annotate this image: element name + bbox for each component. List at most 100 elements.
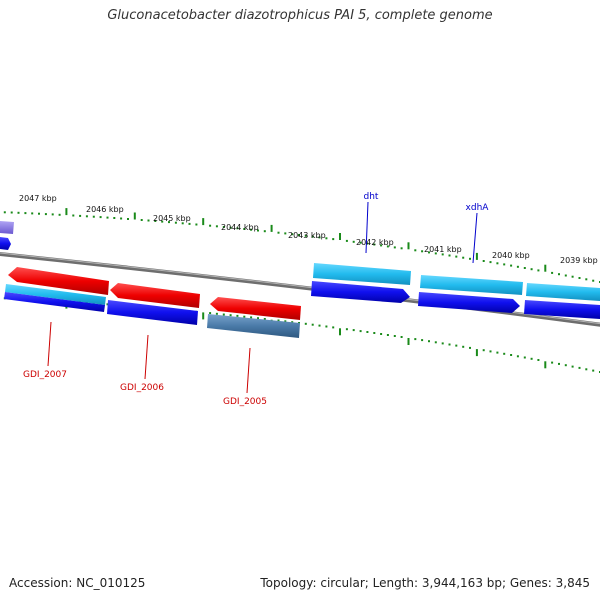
minor-tick (236, 227, 239, 230)
minor-tick (257, 229, 259, 232)
minor-tick (215, 312, 218, 315)
gene-GDI_2006[interactable] (110, 283, 200, 308)
minor-tick (585, 368, 588, 371)
upper-tick-ruler (3, 208, 600, 283)
partial-blue-gene[interactable] (0, 237, 11, 250)
minor-tick (359, 330, 362, 333)
minor-tick (578, 366, 581, 369)
minor-tick (72, 214, 75, 217)
minor-tick (558, 362, 560, 365)
minor-tick (510, 264, 513, 267)
minor-tick (345, 328, 348, 331)
ruler-label-2046: 2046 kbp (86, 205, 124, 214)
minor-tick (250, 228, 253, 231)
minor-tick (147, 219, 150, 222)
ruler-label-2044: 2044 kbp (221, 223, 259, 232)
gene-xdhA[interactable] (420, 275, 523, 295)
ruler-label-2041: 2041 kbp (424, 245, 462, 254)
minor-tick (462, 256, 465, 259)
minor-tick (380, 333, 383, 335)
minor-tick (448, 254, 451, 257)
minor-tick (537, 359, 540, 361)
minor-tick (291, 321, 294, 324)
minor-tick (311, 235, 314, 238)
ruler-label-2040: 2040 kbp (492, 251, 530, 260)
gene-GDI_2005-steel[interactable] (207, 314, 300, 338)
minor-tick (592, 279, 595, 282)
minor-tick (31, 212, 34, 215)
minor-tick (564, 364, 567, 367)
minor-tick (441, 342, 444, 345)
partial-purple-gene[interactable] (0, 221, 14, 234)
major-tick (339, 328, 341, 336)
minor-tick (359, 241, 362, 244)
gene-label-dht: dht (364, 192, 379, 202)
minor-tick (174, 221, 177, 224)
gene-right-blue[interactable] (524, 300, 600, 319)
minor-tick (523, 356, 526, 359)
minor-tick (250, 316, 253, 319)
minor-tick (181, 222, 184, 225)
minor-tick (257, 317, 259, 320)
minor-tick (455, 255, 458, 258)
gene-dht-blue[interactable] (311, 281, 410, 303)
ruler-label-2043: 2043 kbp (288, 231, 326, 240)
minor-tick (530, 268, 533, 271)
minor-tick (414, 338, 417, 341)
minor-tick (503, 352, 506, 355)
minor-tick (92, 215, 95, 218)
major-tick (475, 349, 478, 357)
minor-tick (236, 314, 239, 317)
major-tick (475, 252, 478, 260)
minor-tick (209, 312, 212, 315)
leader-line-GDI_2005 (246, 347, 251, 394)
gene-right-cyan[interactable] (526, 283, 600, 301)
minor-tick (400, 336, 403, 338)
genome-summary-text: Topology: circular; Length: 3,944,163 bp… (260, 576, 590, 590)
minor-tick (489, 350, 492, 353)
minor-tick (222, 226, 225, 228)
major-tick (407, 242, 410, 250)
minor-tick (516, 355, 519, 358)
minor-tick (99, 216, 102, 219)
gene-GDI_2006-blue[interactable] (107, 300, 198, 325)
genome-backbone-highlight (0, 252, 600, 325)
minor-tick (448, 343, 451, 346)
gene-dht[interactable] (313, 263, 411, 285)
minor-tick (24, 212, 27, 215)
minor-tick (400, 247, 403, 250)
minor-tick (373, 243, 376, 246)
minor-tick (38, 212, 40, 215)
ruler-label-2047: 2047 kbp (19, 194, 57, 203)
minor-tick (558, 273, 560, 276)
minor-tick (168, 221, 170, 224)
minor-tick (51, 213, 54, 216)
minor-tick (434, 252, 437, 255)
minor-tick (386, 245, 389, 248)
gene-GDI_2007[interactable] (8, 267, 109, 295)
ruler-label-2045: 2045 kbp (153, 214, 191, 223)
gene-GDI_2007-cyan[interactable] (5, 284, 106, 305)
gene-xdhA-blue[interactable] (418, 292, 520, 313)
leader-line-xdhA (472, 212, 478, 264)
major-tick (65, 208, 68, 216)
minor-tick (318, 236, 321, 239)
minor-tick (469, 346, 471, 349)
minor-tick (291, 233, 294, 236)
leader-line-dht (365, 201, 369, 254)
minor-tick (564, 274, 567, 277)
gene-GDI_2007-blue[interactable] (4, 292, 105, 312)
gene-GDI_2005[interactable] (210, 297, 301, 320)
minor-tick (304, 234, 307, 237)
minor-tick (113, 217, 116, 219)
minor-tick (393, 335, 396, 337)
minor-tick (229, 314, 232, 317)
minor-tick (366, 331, 369, 333)
minor-tick (263, 318, 266, 320)
genome-backbone (0, 252, 600, 327)
minor-tick (421, 250, 424, 253)
minor-tick (120, 217, 123, 220)
minor-tick (140, 219, 143, 221)
minor-tick (215, 225, 218, 228)
